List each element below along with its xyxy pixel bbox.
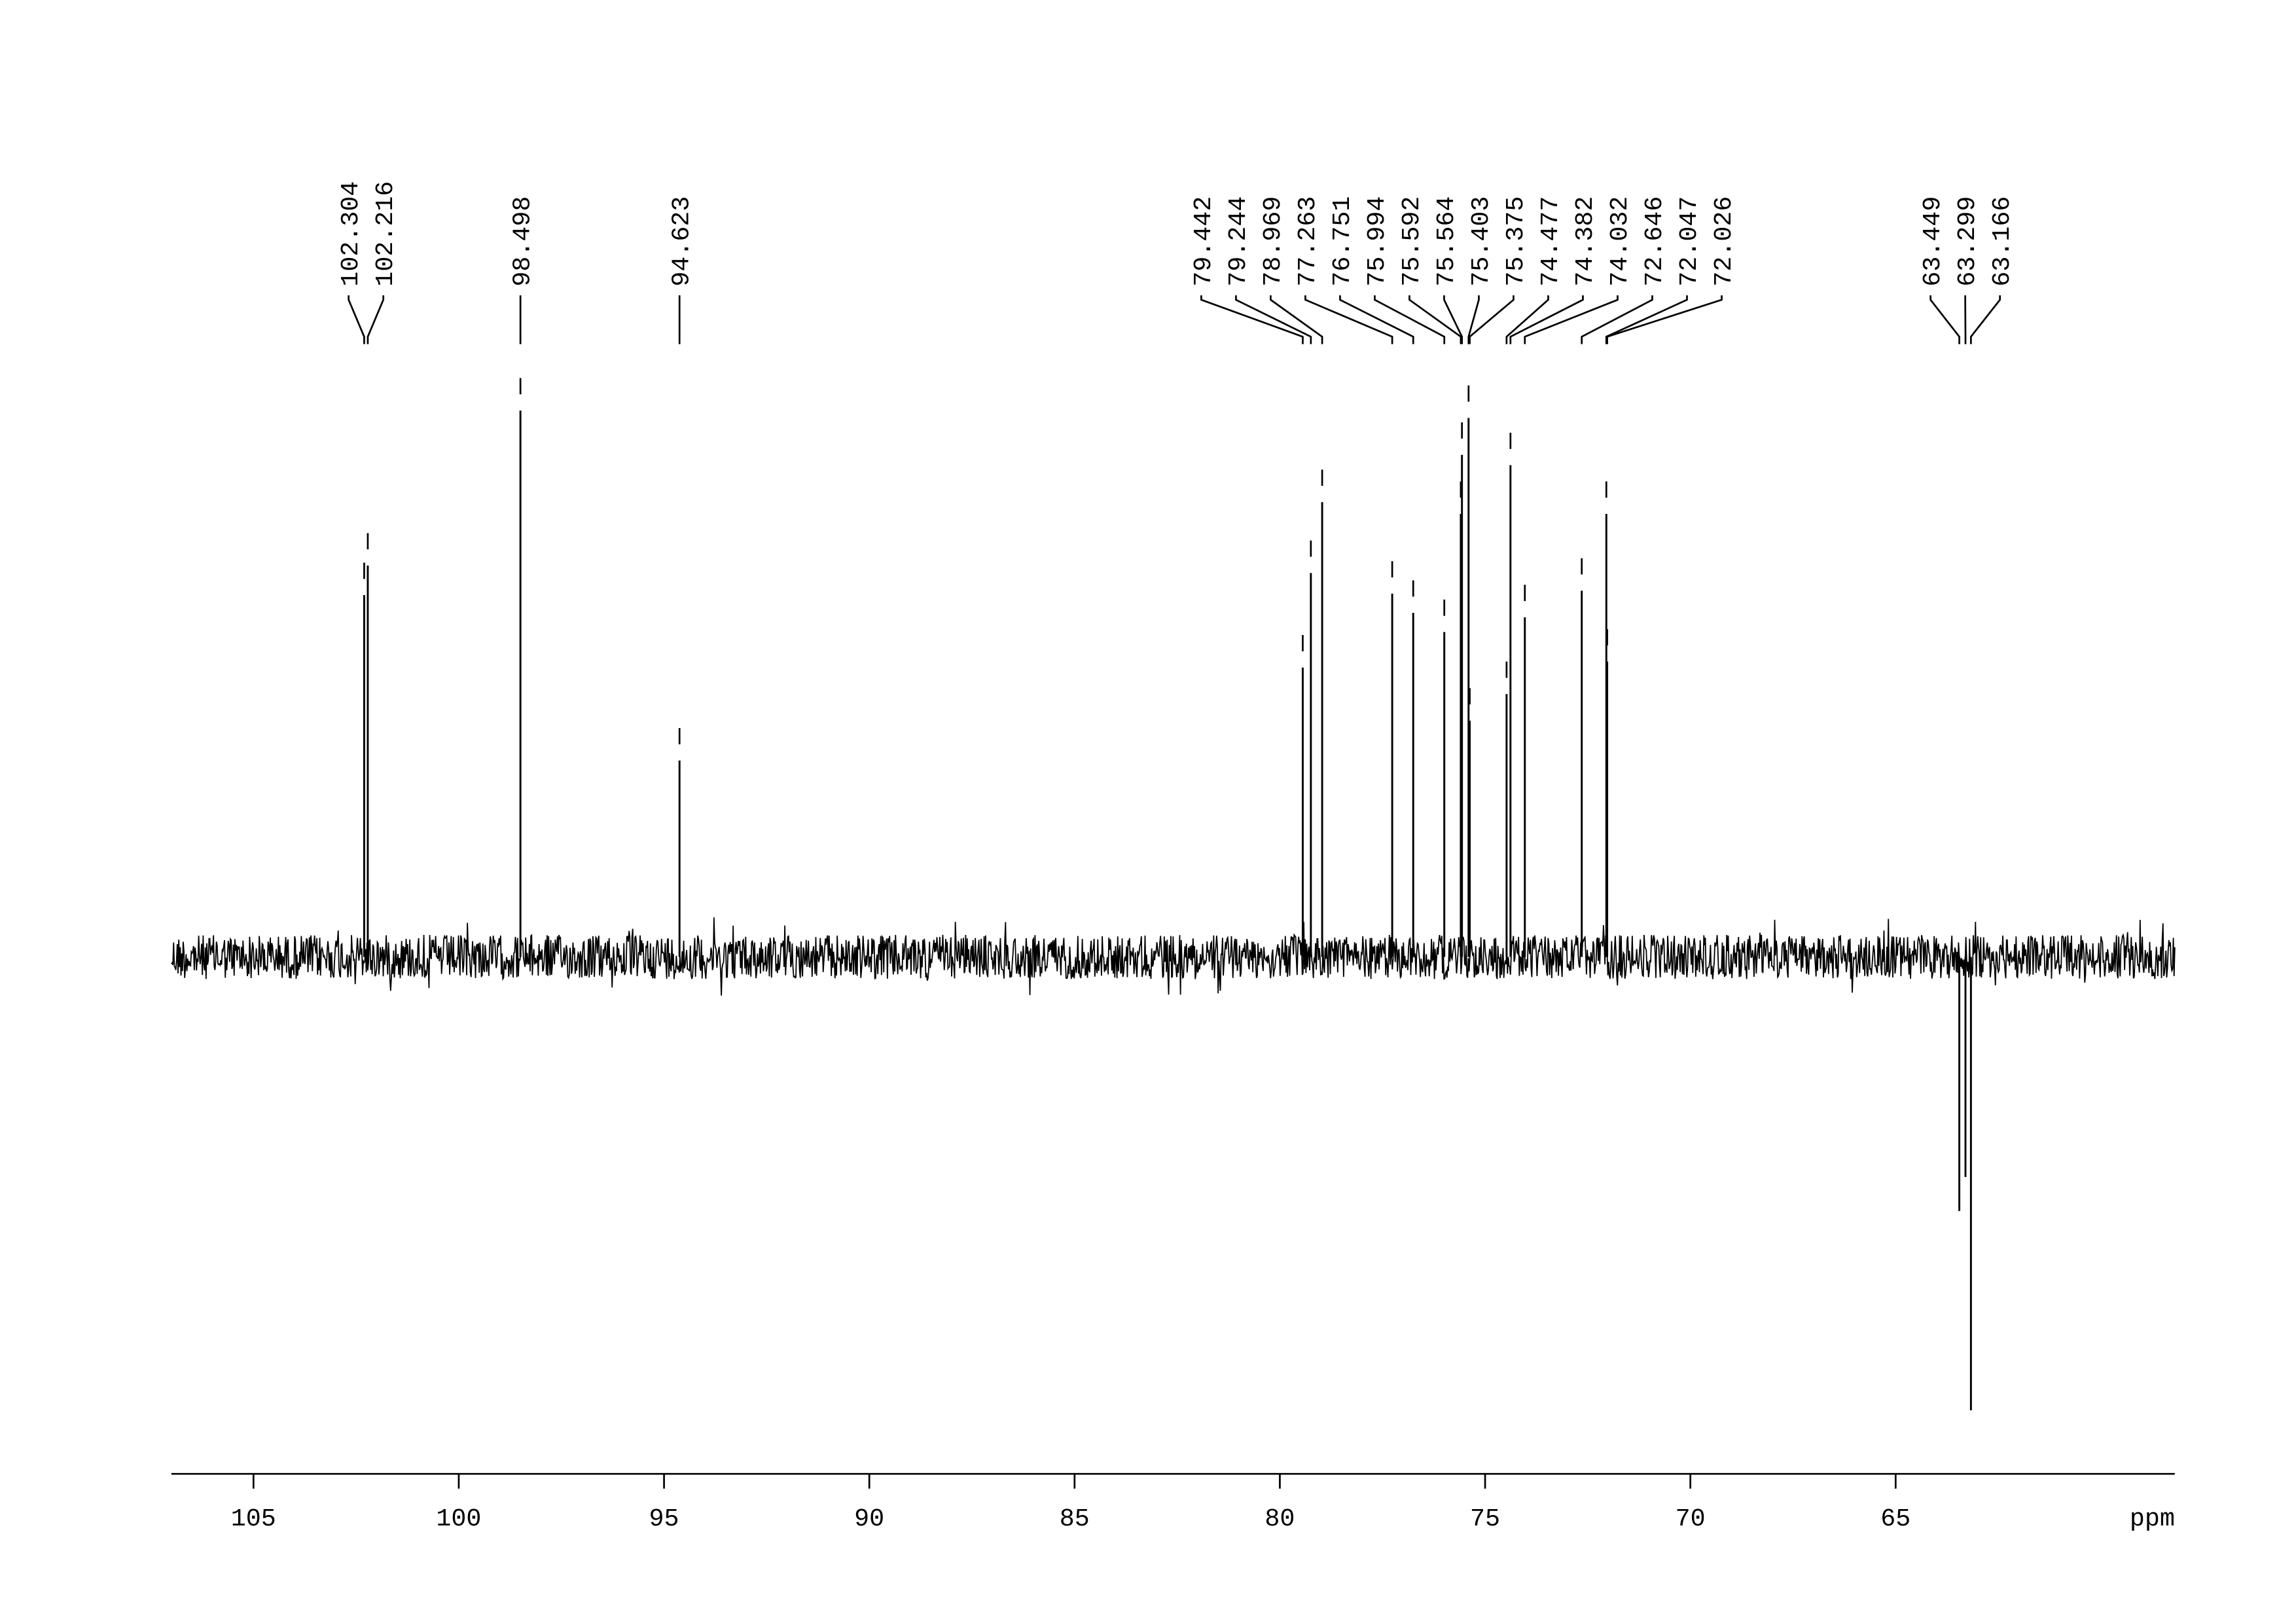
peak-label: 98.498 xyxy=(509,196,537,287)
label-connector xyxy=(1408,295,1462,344)
peak-label: 74.477 xyxy=(1536,196,1565,287)
peak-label: 75.592 xyxy=(1397,196,1426,287)
label-connector xyxy=(1524,295,1619,344)
label-connector xyxy=(1270,295,1323,344)
x-tick-label: 70 xyxy=(1676,1504,1706,1533)
peak-label: 94.623 xyxy=(668,196,696,287)
peak-label: 63.449 xyxy=(1918,196,1947,287)
peak-label: 78.969 xyxy=(1259,196,1287,287)
x-tick-label: 65 xyxy=(1880,1504,1910,1533)
label-connector xyxy=(1304,295,1393,344)
peak-label: 75.403 xyxy=(1467,196,1496,287)
label-connector xyxy=(1509,295,1584,344)
x-tick-label: 90 xyxy=(854,1504,884,1533)
peak-label: 74.382 xyxy=(1571,196,1600,287)
label-connector xyxy=(1443,295,1463,344)
peak-label: 72.047 xyxy=(1675,196,1704,287)
label-connector xyxy=(1469,295,1515,344)
peak-label: 63.299 xyxy=(1953,196,1982,287)
label-connector xyxy=(1581,295,1653,344)
label-connector xyxy=(367,295,385,344)
x-tick-label: 85 xyxy=(1060,1504,1090,1533)
label-connector xyxy=(1200,295,1304,344)
peak-label: 75.375 xyxy=(1501,196,1530,287)
peak-label: 75.564 xyxy=(1432,196,1461,287)
peak-label: 72.646 xyxy=(1640,196,1669,287)
label-connector xyxy=(1339,295,1414,344)
x-tick-label: 105 xyxy=(231,1504,276,1533)
peak-label: 74.032 xyxy=(1605,196,1634,287)
peak-label: 102.216 xyxy=(371,181,400,287)
peak-label: 72.026 xyxy=(1710,196,1738,287)
peak-label: 77.263 xyxy=(1293,196,1322,287)
peak-label: 75.994 xyxy=(1363,196,1391,287)
peak-label: 63.166 xyxy=(1988,196,2017,287)
x-tick-label: 95 xyxy=(649,1504,679,1533)
label-connector xyxy=(1606,295,1723,344)
x-tick-label: 100 xyxy=(436,1504,481,1533)
label-connector xyxy=(348,295,365,344)
x-axis-label: ppm xyxy=(2130,1504,2175,1533)
label-connector xyxy=(1374,295,1446,344)
peak-label: 76.751 xyxy=(1328,196,1357,287)
x-tick-label: 80 xyxy=(1265,1504,1295,1533)
peak-label: 79.244 xyxy=(1224,196,1253,287)
label-connector xyxy=(1505,295,1549,344)
peak-label: 79.442 xyxy=(1189,196,1218,287)
label-connector xyxy=(1235,295,1312,344)
label-connector xyxy=(1929,295,1960,344)
label-connector xyxy=(1467,295,1480,344)
label-connector xyxy=(1969,295,2001,344)
x-tick-label: 75 xyxy=(1470,1504,1500,1533)
peak-label: 102.304 xyxy=(336,181,365,287)
noise xyxy=(171,917,2176,996)
